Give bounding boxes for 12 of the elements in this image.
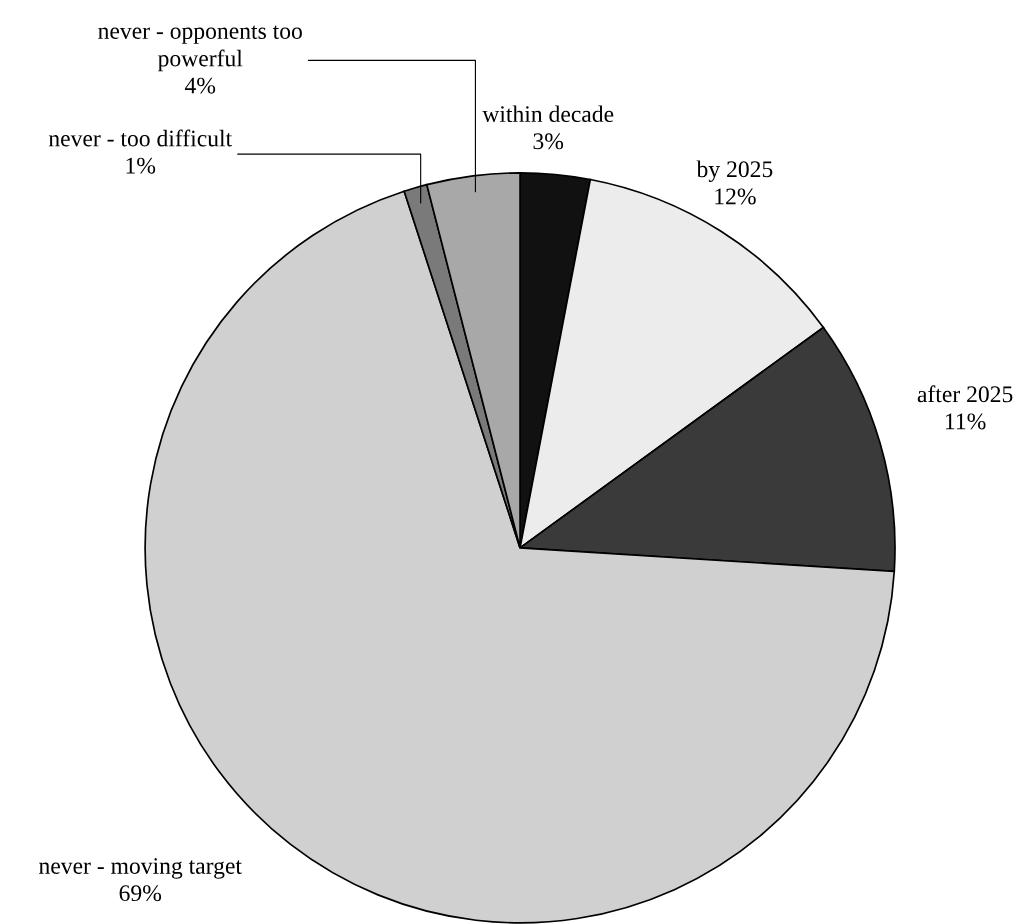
data-label: 4% [184,77,216,94]
slice-label: within decade [482,105,614,123]
slice-label: never - opponents too powerful [98,25,302,72]
data-label: 1% [126,157,156,174]
slice-label: never - moving target [39,858,242,879]
slice-label: by 2025 [696,160,773,183]
slice-label: never - too difficult [48,129,233,147]
data-label: 11% [946,413,986,430]
data-label: 12% [715,188,756,205]
data-label: 69% [119,885,162,902]
data-label: 3% [533,133,564,150]
slice-label: after 2025 [917,385,1013,403]
